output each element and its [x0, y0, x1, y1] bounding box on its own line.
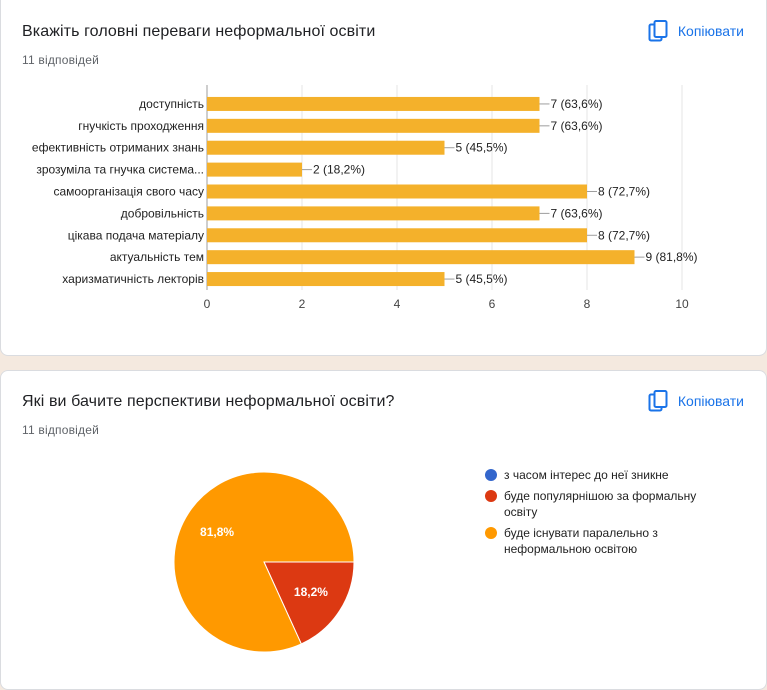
copy-label: Копіювати: [677, 23, 744, 39]
copy-button[interactable]: Копіювати: [648, 390, 744, 412]
data-label: 5 (45,5%): [456, 141, 508, 155]
category-label: харизматичність лекторів: [62, 272, 204, 286]
data-label: 8 (72,7%): [598, 228, 650, 242]
pie-slice: [263, 561, 355, 645]
category-label: актуальність тем: [110, 250, 204, 264]
category-label: самоорганізація свого часу: [53, 185, 204, 199]
category-label: зрозуміла та гнучка система...: [36, 163, 204, 177]
legend-label: буде існувати паралельно з: [504, 526, 658, 540]
bar: [207, 228, 587, 243]
legend-item: буде існувати паралельно з неформальною о…: [485, 526, 658, 556]
bar: [207, 184, 587, 199]
response-count: 11 відповідей: [22, 423, 100, 437]
x-tick-label: 2: [299, 297, 306, 311]
legend-label: освіту: [504, 505, 537, 519]
data-label: 5 (45,5%): [456, 272, 508, 286]
bar: [207, 250, 635, 265]
pie-slice: [173, 471, 355, 653]
copy-icon: [648, 390, 668, 412]
data-label: 2 (18,2%): [313, 163, 365, 177]
bar-chart: 0 2 4 6 8 10 доступність 7 (63,6%) гнучкість про…: [32, 85, 698, 311]
data-label: 7 (63,6%): [551, 97, 603, 111]
copy-button[interactable]: Копіювати: [648, 20, 744, 42]
bar: [207, 206, 540, 221]
question-card-1: Вкажіть головні переваги неформальної ос…: [0, 0, 767, 356]
question-title: Які ви бачите перспективи неформальної о…: [22, 393, 395, 410]
legend-label: буде популярнішою за формальну: [504, 489, 696, 503]
x-tick-label: 0: [204, 297, 211, 311]
legend-label: неформальною освітою: [504, 542, 637, 556]
bar: [207, 118, 540, 133]
legend-item: з часом інтерес до неї зникне: [485, 468, 669, 482]
category-label: ефективність отриманих знань: [32, 141, 204, 155]
legend-label: з часом інтерес до неї зникне: [504, 468, 669, 482]
pie-chart: 18,2% 81,8% з часом інтерес до неї зникне б…: [173, 468, 696, 653]
slice-label: 81,8%: [200, 525, 234, 539]
legend-marker: [485, 469, 497, 481]
x-tick-label: 6: [489, 297, 496, 311]
data-label: 7 (63,6%): [551, 119, 603, 133]
data-label: 8 (72,7%): [598, 185, 650, 199]
data-label: 9 (81,8%): [646, 250, 698, 264]
question-card-2: Які ви бачите перспективи неформальної о…: [0, 370, 767, 690]
x-tick-label: 4: [394, 297, 401, 311]
category-label: цікава подача матеріалу: [68, 228, 204, 242]
slice-label: 18,2%: [294, 585, 328, 599]
x-tick-label: 8: [584, 297, 591, 311]
legend-marker: [485, 490, 497, 502]
question-title: Вкажіть головні переваги неформальної ос…: [22, 23, 376, 40]
bar: [207, 96, 540, 111]
legend-marker: [485, 527, 497, 539]
x-tick-label: 10: [675, 297, 689, 311]
data-label: 7 (63,6%): [551, 206, 603, 220]
category-label: гнучкість проходження: [78, 119, 204, 133]
copy-icon: [648, 20, 668, 42]
category-label: добровільність: [121, 206, 204, 220]
response-count: 11 відповідей: [22, 53, 100, 67]
bar: [207, 272, 445, 287]
category-label: доступність: [139, 97, 204, 111]
bar: [207, 140, 445, 155]
legend-item: буде популярнішою за формальну освіту: [485, 489, 696, 519]
bar: [207, 162, 302, 177]
copy-label: Копіювати: [677, 393, 744, 409]
